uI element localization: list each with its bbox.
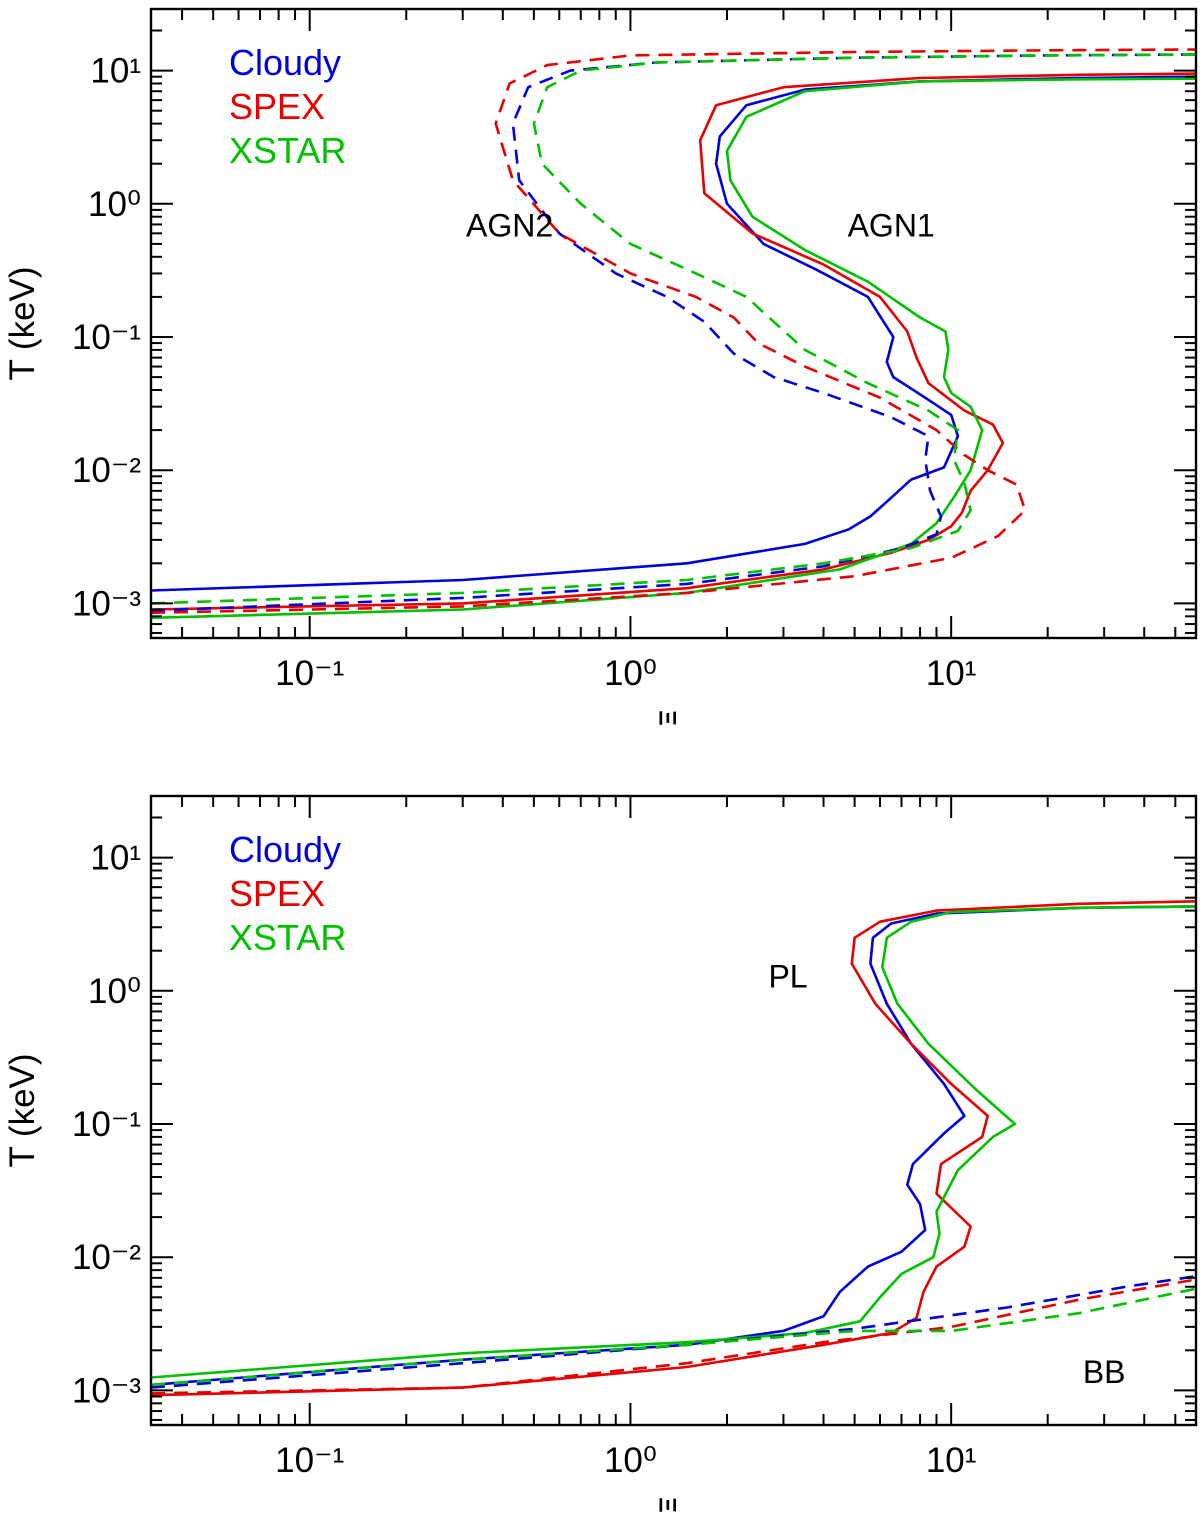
y-axis-label: T (keV) <box>3 266 42 380</box>
x-tick-label: 10⁰ <box>604 1441 657 1480</box>
series-line-pl-xstar <box>151 905 1196 1379</box>
y-tick-label: 10¹ <box>90 839 141 878</box>
x-tick-label: 10⁻¹ <box>275 1441 344 1480</box>
x-tick-label: 10⁰ <box>604 654 657 693</box>
series-group <box>151 48 1196 620</box>
y-tick-label: 10⁰ <box>88 185 141 224</box>
series-line-pl-cloudy <box>151 905 1196 1387</box>
series-line-agn1-cloudy <box>151 75 1196 592</box>
legend-entry-cloudy: Cloudy <box>229 829 341 870</box>
plot-frame <box>149 7 1198 640</box>
series-line-bb-xstar <box>151 1287 1196 1387</box>
plot-frame <box>149 794 1198 1427</box>
y-tick-label: 10⁻² <box>72 1238 141 1277</box>
series-line-agn2-xstar <box>151 53 1196 605</box>
annotation-pl: PL <box>768 959 807 995</box>
legend-entry-xstar: XSTAR <box>229 917 346 958</box>
legend-entry-cloudy: Cloudy <box>229 42 341 83</box>
series-group <box>151 900 1196 1397</box>
y-tick-label: 10⁰ <box>88 972 141 1011</box>
legend-entry-xstar: XSTAR <box>229 130 346 171</box>
series-line-bb-spex <box>151 1278 1196 1395</box>
x-tick-label: 10¹ <box>926 1441 977 1480</box>
annotation-agn1: AGN1 <box>848 207 935 243</box>
series-line-agn2-cloudy <box>151 53 1196 613</box>
x-tick-label: 10⁻¹ <box>275 654 344 693</box>
y-tick-label: 10⁻² <box>72 451 141 490</box>
y-tick-label: 10⁻¹ <box>72 318 141 357</box>
legend-entry-spex: SPEX <box>229 86 325 127</box>
legend-entry-spex: SPEX <box>229 873 325 914</box>
y-tick-label: 10¹ <box>90 52 141 91</box>
chart-panel-top: 10⁻¹ 10⁰ 10¹ 10⁻³ 10⁻² 10⁻¹ 10⁰ 10¹ Ξ T (keV) Clou… <box>3 7 1198 726</box>
x-axis-label: Ξ <box>654 710 681 725</box>
series-line-agn2-spex <box>151 48 1196 615</box>
y-tick-label: 10⁻³ <box>72 1371 141 1410</box>
series-line-bb-cloudy <box>151 1274 1196 1389</box>
y-axis-label: T (keV) <box>3 1053 42 1167</box>
x-tick-label: 10¹ <box>926 654 977 693</box>
chart-panel-bottom: 10⁻¹ 10⁰ 10¹ 10⁻³ 10⁻² 10⁻¹ 10⁰ 10¹ Ξ T (keV) Clou… <box>3 794 1198 1513</box>
annotation-bb: BB <box>1083 1354 1126 1390</box>
annotation-agn2: AGN2 <box>466 207 553 243</box>
y-tick-label: 10⁻³ <box>72 584 141 623</box>
series-line-pl-spex <box>151 900 1196 1397</box>
y-tick-label: 10⁻¹ <box>72 1105 141 1144</box>
x-axis-label: Ξ <box>654 1497 681 1512</box>
